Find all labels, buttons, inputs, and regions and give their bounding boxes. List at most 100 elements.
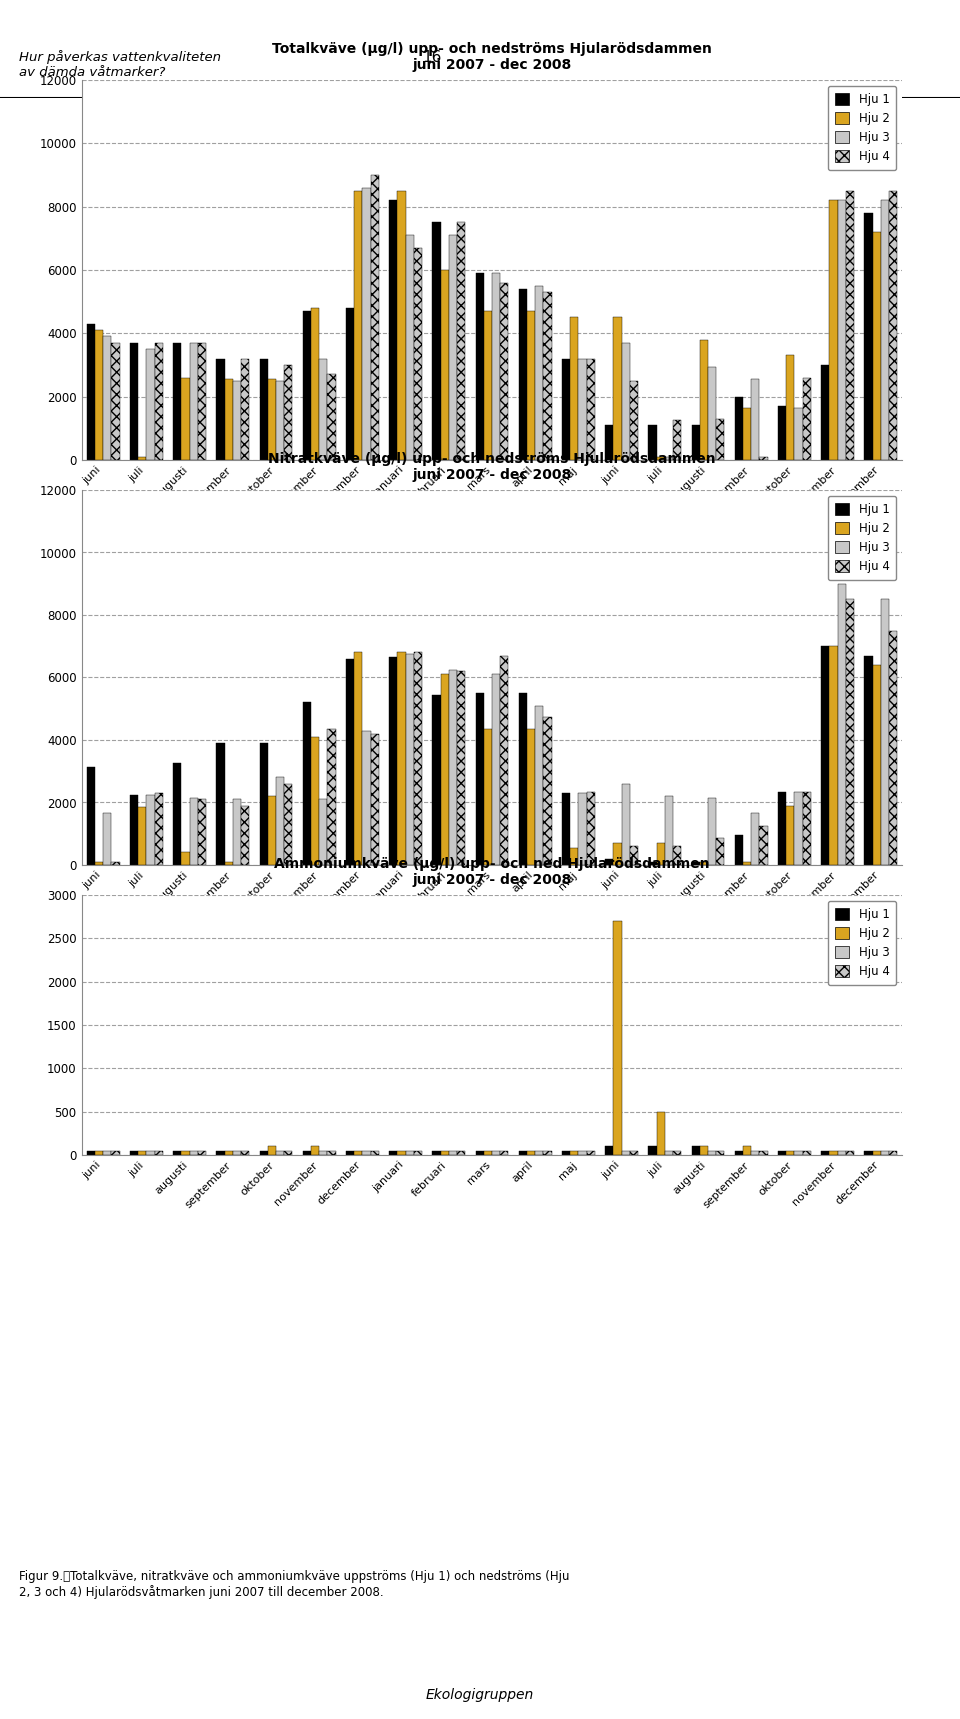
Bar: [708, 366, 716, 461]
Bar: [829, 1150, 838, 1155]
Bar: [794, 791, 803, 865]
Bar: [613, 318, 621, 461]
Bar: [664, 1150, 673, 1155]
Bar: [311, 1147, 319, 1155]
Bar: [881, 600, 889, 865]
Bar: [181, 1150, 189, 1155]
Bar: [371, 175, 379, 461]
Bar: [751, 380, 759, 461]
Bar: [155, 792, 163, 865]
Bar: [881, 1150, 889, 1155]
Bar: [570, 1150, 578, 1155]
Bar: [786, 356, 794, 461]
Bar: [734, 835, 743, 865]
Bar: [216, 1150, 225, 1155]
Bar: [268, 1147, 276, 1155]
Bar: [535, 285, 543, 461]
Bar: [734, 397, 743, 461]
Bar: [354, 1150, 363, 1155]
Bar: [354, 653, 363, 865]
Bar: [821, 646, 829, 865]
Bar: [889, 191, 898, 461]
Bar: [751, 1150, 759, 1155]
Bar: [130, 1150, 138, 1155]
Bar: [138, 1150, 146, 1155]
Bar: [708, 1150, 716, 1155]
Bar: [241, 806, 250, 865]
Bar: [233, 382, 241, 461]
Text: Figur 9.	Totalkväve, nitratkväve och ammoniumkväve uppströms (Hju 1) och nedströ: Figur 9. Totalkväve, nitratkväve och amm…: [19, 1569, 569, 1599]
Bar: [873, 232, 881, 461]
Bar: [86, 767, 95, 865]
Bar: [405, 653, 414, 865]
Bar: [543, 1150, 552, 1155]
Bar: [457, 222, 466, 461]
Bar: [432, 694, 441, 865]
Bar: [405, 236, 414, 461]
Bar: [605, 425, 613, 461]
Bar: [138, 808, 146, 865]
Bar: [630, 382, 638, 461]
Bar: [673, 1150, 682, 1155]
Text: Ekologigruppen: Ekologigruppen: [426, 1688, 534, 1702]
Bar: [803, 378, 811, 461]
Bar: [691, 1147, 700, 1155]
Bar: [743, 1147, 751, 1155]
Bar: [130, 342, 138, 461]
Bar: [605, 1147, 613, 1155]
Bar: [759, 1150, 768, 1155]
Legend: Hju 1, Hju 2, Hju 3, Hju 4: Hju 1, Hju 2, Hju 3, Hju 4: [828, 495, 897, 579]
Bar: [492, 1150, 500, 1155]
Legend: Hju 1, Hju 2, Hju 3, Hju 4: Hju 1, Hju 2, Hju 3, Hju 4: [828, 901, 897, 985]
Bar: [346, 308, 354, 461]
Bar: [657, 457, 664, 461]
Bar: [225, 861, 232, 865]
Bar: [241, 1150, 250, 1155]
Bar: [743, 861, 751, 865]
Bar: [778, 406, 786, 461]
Bar: [700, 340, 708, 461]
Bar: [587, 1150, 595, 1155]
Bar: [181, 853, 189, 865]
Bar: [873, 1150, 881, 1155]
Bar: [664, 796, 673, 865]
Bar: [346, 1150, 354, 1155]
Bar: [562, 1150, 570, 1155]
Bar: [216, 359, 225, 461]
Bar: [104, 337, 111, 461]
Bar: [319, 1150, 327, 1155]
Bar: [198, 342, 206, 461]
Bar: [700, 861, 708, 865]
Bar: [691, 425, 700, 461]
Title: Ammoniumkväve (μg/l) upp- och ned Hjularödsdammen
juni 2007 - dec 2008: Ammoniumkväve (μg/l) upp- och ned Hjular…: [275, 856, 709, 887]
Bar: [527, 729, 535, 865]
Bar: [673, 421, 682, 461]
Bar: [500, 282, 509, 461]
Bar: [622, 784, 630, 865]
Bar: [759, 457, 768, 461]
Bar: [535, 705, 543, 865]
Bar: [562, 792, 570, 865]
Bar: [441, 1150, 448, 1155]
Bar: [327, 729, 336, 865]
Bar: [630, 1150, 638, 1155]
Bar: [587, 359, 595, 461]
Bar: [492, 273, 500, 461]
Bar: [864, 1150, 873, 1155]
Bar: [104, 1150, 111, 1155]
Bar: [751, 813, 759, 865]
Bar: [570, 847, 578, 865]
Bar: [492, 674, 500, 865]
Bar: [500, 1150, 509, 1155]
Title: Totalkväve (μg/l) upp- och nedströms Hjularödsdammen
juni 2007 - dec 2008: Totalkväve (μg/l) upp- och nedströms Hju…: [272, 41, 712, 72]
Bar: [173, 342, 181, 461]
Bar: [527, 1150, 535, 1155]
Bar: [881, 201, 889, 461]
Bar: [302, 703, 311, 865]
Bar: [233, 1150, 241, 1155]
Bar: [578, 1150, 587, 1155]
Bar: [484, 311, 492, 461]
Bar: [864, 213, 873, 461]
Bar: [622, 1150, 630, 1155]
Bar: [327, 375, 336, 461]
